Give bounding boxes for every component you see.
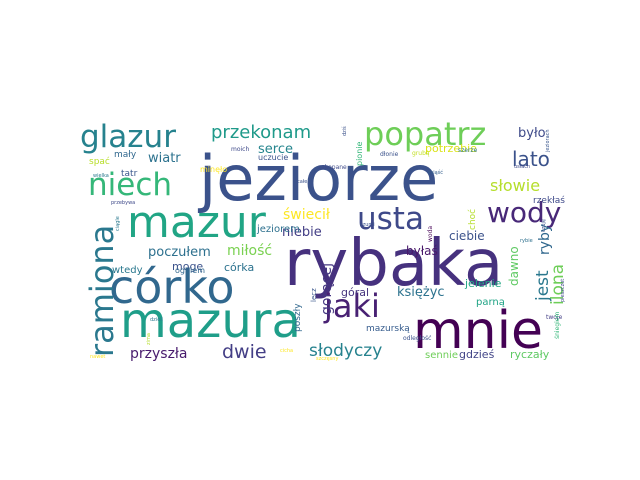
cloud-word: jaki [323, 287, 380, 325]
cloud-word: choć [467, 209, 478, 230]
cloud-word: dłonie [380, 151, 399, 158]
cloud-word: zsiąść [428, 169, 443, 176]
cloud-word: odległość [403, 335, 431, 342]
cloud-word: usta [357, 201, 424, 237]
cloud-word: parną [476, 297, 505, 308]
cloud-word: wiatr [148, 151, 181, 166]
cloud-word: jeziorze [197, 142, 438, 215]
cloud-word: nawet [90, 354, 105, 360]
cloud-word: szczęsny [316, 356, 338, 362]
cloud-word: wody [487, 196, 561, 229]
cloud-word: ryby [537, 224, 553, 255]
cloud-word: przyszła [130, 346, 187, 362]
cloud-word: rybaka [284, 227, 503, 301]
cloud-word: ciebie [449, 229, 485, 243]
cloud-word: góral [341, 286, 369, 299]
cloud-word: dziś [341, 126, 348, 136]
cloud-word: miłość [227, 243, 272, 259]
cloud-word: mnie [413, 301, 543, 361]
cloud-word: córka [224, 261, 254, 274]
cloud-word: ciągle [115, 216, 121, 231]
cloud-word: ryczały [510, 348, 550, 361]
cloud-word: glazur [80, 119, 176, 155]
cloud-word: sennie [425, 350, 458, 361]
cloud-word: byłaś [406, 244, 438, 258]
cloud-word: gorącej [319, 263, 335, 315]
cloud-word: przebywa [111, 200, 135, 206]
cloud-word: słowie [490, 176, 540, 195]
cloud-word: szumi [360, 222, 375, 228]
cloud-word: spać [89, 156, 110, 167]
cloud-word: szerze [458, 147, 478, 154]
cloud-word: tatr [121, 169, 138, 179]
cloud-word: mogę [172, 260, 203, 273]
cloud-word: księżyc [397, 285, 445, 300]
cloud-word: serce [258, 142, 293, 157]
cloud-word: dwie [222, 341, 267, 363]
cloud-word: minęło [200, 165, 227, 174]
cloud-word: zakopane [318, 164, 347, 171]
cloud-word: rybie [520, 238, 533, 244]
cloud-word: ramiona [83, 225, 121, 357]
cloud-word: pionie [355, 142, 364, 166]
cloud-word: przekonam [211, 122, 311, 143]
cloud-word: mazura [120, 293, 301, 349]
cloud-word: poszły [293, 303, 303, 332]
cloud-word: czuję [541, 219, 547, 232]
cloud-word: poczułem [148, 245, 211, 260]
cloud-word: uczucie [258, 153, 288, 162]
cloud-word: moich [231, 146, 249, 153]
cloud-word: jeziorem [256, 224, 300, 235]
cloud-word: pieszczot [560, 279, 566, 302]
cloud-word: świecił [283, 207, 330, 223]
cloud-word: całe [297, 179, 307, 185]
cloud-word: niebie [282, 225, 322, 240]
cloud-word: wtedy [112, 265, 143, 276]
cloud-word: słodyczy [309, 341, 382, 361]
cloud-word: jeziorach [545, 129, 551, 153]
cloud-word: niech [88, 167, 172, 203]
cloud-word: popatrz [364, 115, 486, 153]
cloud-word: dawno [507, 246, 521, 286]
cloud-word: usłach [514, 164, 530, 170]
cloud-word: jelenie [464, 277, 502, 290]
cloud-word: lato [512, 147, 550, 171]
cloud-word: rzekłaś [533, 195, 565, 206]
cloud-word: dzieli [150, 317, 163, 323]
cloud-word: mazur [127, 197, 267, 248]
cloud-word: śniegiem [554, 312, 561, 339]
cloud-word: potrzebie [425, 142, 477, 155]
cloud-word: wielka [93, 173, 109, 179]
cloud-word: mały [114, 150, 137, 160]
cloud-word: zima [146, 333, 152, 345]
cloud-word: woda [427, 226, 434, 242]
cloud-word: ilona [548, 264, 568, 305]
cloud-word: twoje [546, 314, 563, 321]
cloud-word: mazurską [366, 324, 410, 334]
cloud-word: lecz [310, 288, 318, 302]
cloud-word: cicha [280, 348, 293, 354]
cloud-word: ogniem [175, 266, 205, 275]
cloud-word: jest [533, 270, 553, 302]
cloud-word: było [518, 126, 546, 141]
cloud-word: gdzieś [459, 348, 495, 361]
cloud-word: córko [109, 260, 235, 314]
cloud-word: grubą [412, 150, 430, 157]
